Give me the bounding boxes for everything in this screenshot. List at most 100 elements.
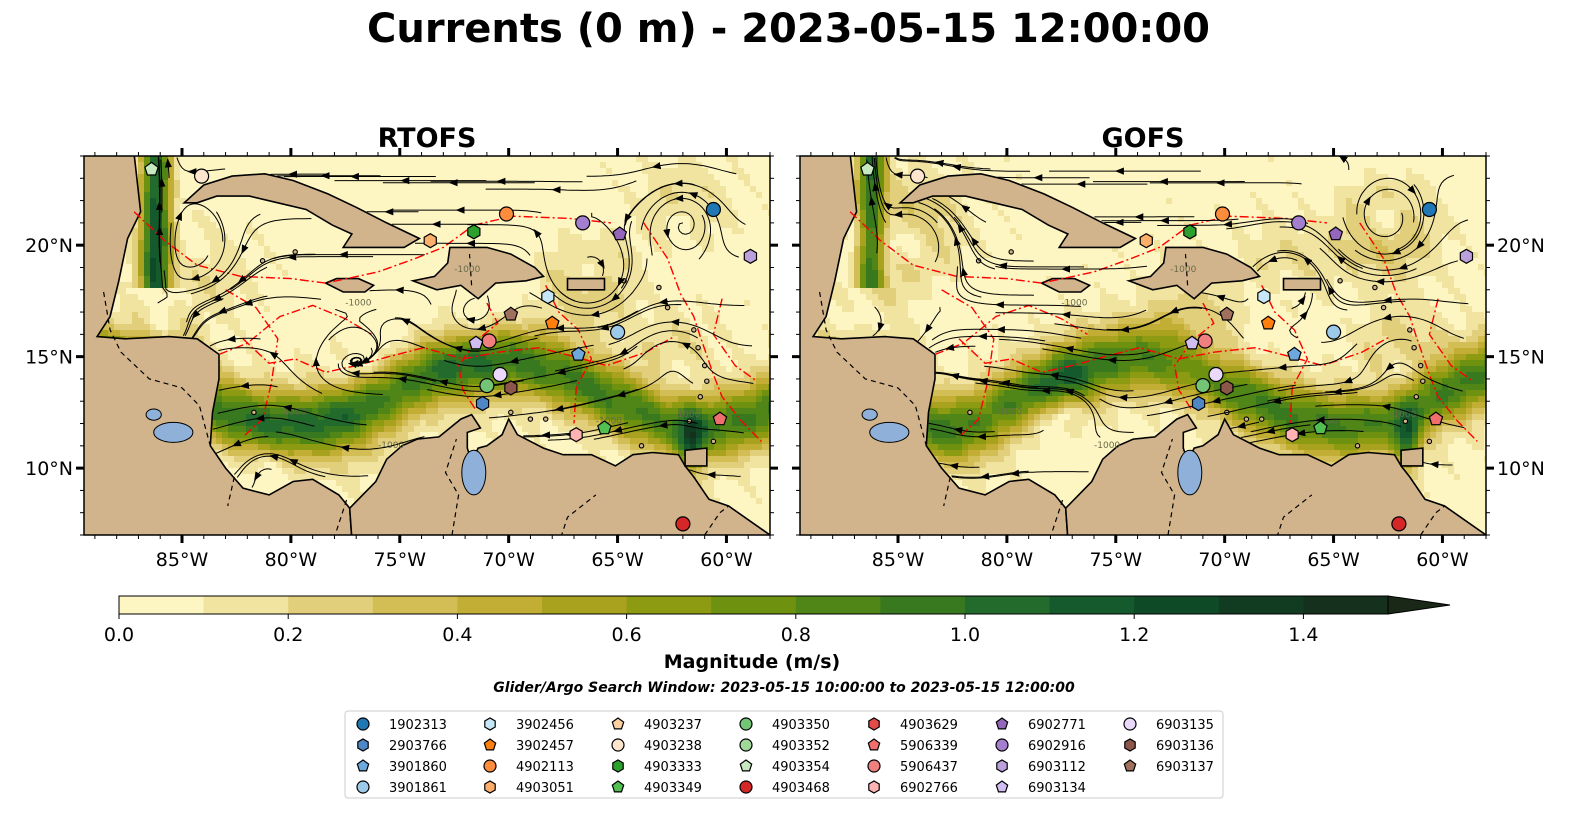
lat-tick-label: 15°N bbox=[1497, 347, 1545, 369]
legend-marker-4903350 bbox=[739, 717, 753, 731]
legend-item: 4903468 bbox=[739, 780, 830, 796]
colorbar-cell bbox=[372, 596, 458, 614]
panel-title-gofs: GOFS bbox=[1101, 123, 1184, 154]
colorbar: 0.0 0.2 0.4 0.6 0.8 1.0 1.2 1.4 Magnitude (m/s) bbox=[104, 595, 1451, 673]
legend-marker-6902916 bbox=[995, 738, 1009, 752]
bathymetry-contour-label: -1000 bbox=[1094, 441, 1120, 451]
legend-marker-6903137 bbox=[1123, 759, 1137, 772]
legend-label: 4902113 bbox=[516, 760, 574, 775]
lon-tick-label: 75°W bbox=[1090, 549, 1143, 571]
legend-marker-6902771 bbox=[995, 717, 1009, 730]
bathymetry-contour-label: -1000 bbox=[454, 265, 480, 275]
legend: 1902313 2903766 3901860 3901861 3902456 39024… bbox=[344, 710, 1224, 799]
lon-tick-label: 85°W bbox=[872, 549, 925, 571]
float-marker-3902456 bbox=[541, 288, 555, 305]
float-marker-1902313 bbox=[705, 201, 722, 218]
colorbar-tick-label: 0.2 bbox=[273, 624, 303, 646]
legend-marker-6903135 bbox=[1123, 717, 1137, 731]
legend-label: 3901861 bbox=[389, 781, 447, 796]
colorbar-cell bbox=[457, 596, 543, 614]
float-marker-4903237 bbox=[863, 142, 876, 155]
legend-item: 4903629 bbox=[868, 717, 958, 733]
colorbar-tick-label: 1.2 bbox=[1119, 624, 1149, 646]
legend-label: 4903051 bbox=[516, 781, 574, 796]
colorbar-cell bbox=[1049, 596, 1135, 614]
land-layer bbox=[84, 156, 770, 535]
float-marker-6903136 bbox=[1220, 380, 1234, 396]
legend-marker-4903238 bbox=[611, 738, 625, 752]
colorbar-cell bbox=[795, 596, 881, 614]
legend-label: 4903350 bbox=[772, 718, 830, 733]
legend-label: 6902766 bbox=[900, 781, 958, 796]
map-frame bbox=[799, 155, 1487, 536]
colorbar-tick-label: 1.0 bbox=[950, 624, 980, 646]
lon-tick-label: 60°W bbox=[700, 549, 753, 571]
float-marker-1902313 bbox=[1421, 201, 1438, 218]
float-marker-3901861 bbox=[609, 324, 626, 340]
legend-marker-6902766 bbox=[868, 780, 880, 794]
float-marker-4902113 bbox=[1214, 206, 1231, 222]
lat-tick-label: 10°N bbox=[25, 458, 73, 480]
legend-label: 6903135 bbox=[1156, 718, 1214, 733]
colorbar-cell bbox=[965, 596, 1050, 614]
colorbar-cell bbox=[288, 596, 374, 614]
colorbar-tick-label: 0.8 bbox=[781, 624, 811, 646]
colorbar-tick-label: 0.4 bbox=[442, 624, 472, 646]
lat-tick-label: 10°N bbox=[1497, 458, 1545, 480]
legend-marker-4903352 bbox=[739, 738, 753, 752]
float-markers bbox=[860, 127, 1474, 532]
colorbar-cell bbox=[1218, 596, 1304, 614]
legend-marker-5906339 bbox=[867, 738, 881, 751]
legend-item: 4903051 bbox=[484, 780, 574, 796]
float-marker-4903354 bbox=[860, 161, 875, 176]
legend-marker-4903237 bbox=[611, 717, 625, 730]
legend-item: 6902766 bbox=[868, 780, 958, 796]
legend-box bbox=[344, 710, 1224, 799]
colorbar-extend-arrow bbox=[1387, 595, 1451, 615]
lon-tick-label: 70°W bbox=[482, 549, 535, 571]
legend-item: 6903134 bbox=[995, 780, 1086, 796]
lat-tick-label: 15°N bbox=[25, 347, 73, 369]
legend-marker-4903629 bbox=[868, 717, 880, 731]
float-marker-3902457 bbox=[1260, 315, 1276, 330]
legend-item: 6902771 bbox=[995, 717, 1086, 733]
float-marker-6903112 bbox=[743, 248, 758, 264]
legend-marker-4903354 bbox=[739, 759, 753, 772]
bathymetry-contour-label: -1000 bbox=[1312, 417, 1338, 427]
float-marker-4902113 bbox=[498, 206, 515, 222]
map-panel-gofs[interactable]: GOFS -1000 -1000 -1000 -1000 -1000 -1000 85°W… bbox=[792, 104, 1545, 571]
legend-marker-6903112 bbox=[996, 759, 1008, 773]
lon-tick-label: 65°W bbox=[591, 549, 644, 571]
float-marker-5906437 bbox=[481, 333, 497, 349]
float-marker-4903352 bbox=[869, 127, 883, 141]
float-marker-4903468 bbox=[675, 516, 691, 532]
float-marker-4903468 bbox=[1391, 516, 1407, 532]
legend-marker-4903051 bbox=[484, 780, 496, 794]
legend-label: 6903112 bbox=[1028, 760, 1086, 775]
legend-marker-1902313 bbox=[356, 717, 370, 731]
legend-item: 1902313 bbox=[356, 717, 447, 733]
float-marker-4903333 bbox=[467, 224, 481, 240]
legend-label: 6903137 bbox=[1156, 760, 1214, 775]
lat-tick-label: 20°N bbox=[1497, 235, 1545, 257]
bathymetry-contour-label: -1000 bbox=[1061, 298, 1087, 308]
legend-marker-6903136 bbox=[1124, 738, 1136, 752]
float-marker-4903629 bbox=[111, 104, 123, 118]
float-marker-6903135 bbox=[492, 366, 508, 383]
bathymetry-contour-label: -1000 bbox=[596, 417, 622, 427]
float-marker-2903766 bbox=[1191, 395, 1206, 412]
lon-tick-label: 80°W bbox=[265, 549, 318, 571]
lon-tick-label: 75°W bbox=[374, 549, 427, 571]
bathymetry-contour-label: -1000 bbox=[1170, 265, 1196, 275]
legend-label: 4903352 bbox=[772, 739, 830, 754]
float-marker-6902771 bbox=[1328, 226, 1344, 241]
float-marker-4903350 bbox=[479, 378, 495, 394]
colorbar-cell bbox=[1134, 596, 1220, 614]
legend-label: 2903766 bbox=[389, 739, 447, 754]
legend-label: 5906339 bbox=[900, 739, 958, 754]
map-panel-rtofs[interactable]: RTOFS -1000-1000-1000-1000-1000-1000 85°… bbox=[25, 104, 778, 571]
legend-item: 4903350 bbox=[739, 717, 830, 733]
float-marker-6903135 bbox=[1208, 366, 1224, 383]
panel-title-rtofs: RTOFS bbox=[378, 123, 477, 154]
float-marker-4903333 bbox=[1183, 224, 1197, 240]
